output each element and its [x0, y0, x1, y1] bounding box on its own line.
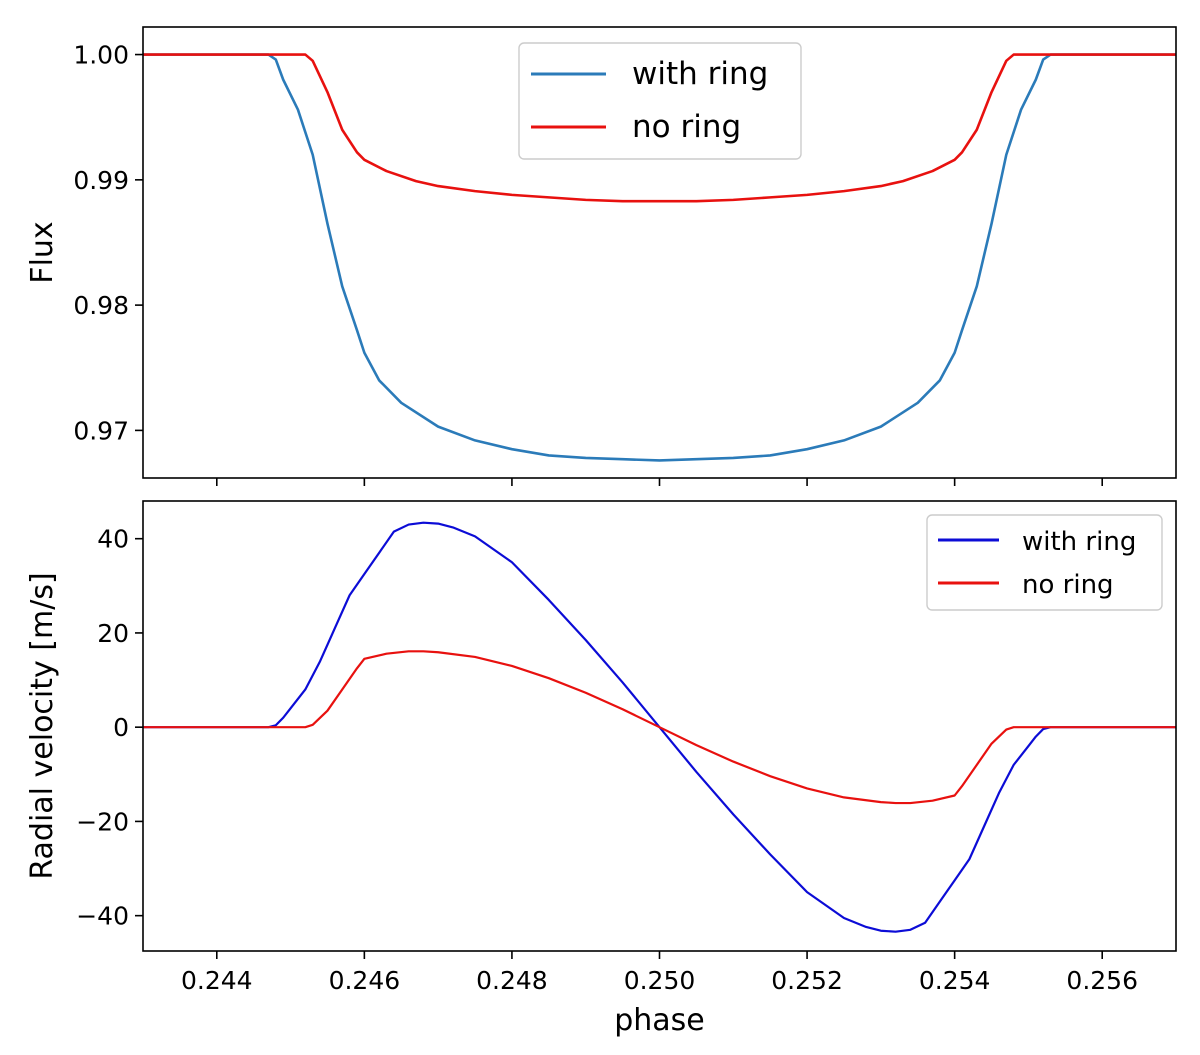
- series-group: [143, 521, 1176, 933]
- radial-velocity-panel: 0.244 0.246 0.248 0.250 0.252 0.254 0.256 −40 −2…: [25, 500, 1177, 1038]
- y-tick-label: 0.97: [73, 416, 129, 445]
- y-axis-label: Flux: [25, 221, 60, 283]
- series-line-with-ring: [143, 53, 1176, 462]
- y-tick-label: 0.99: [73, 166, 129, 195]
- x-tick-label: 0.246: [329, 966, 401, 995]
- y-tick-label: 0.98: [73, 291, 129, 320]
- legend-label: no ring: [1022, 570, 1114, 600]
- y-tick-label: 1.00: [73, 41, 129, 70]
- series-line-no-ring: [143, 650, 1176, 805]
- legend: with ring no ring: [926, 514, 1163, 611]
- y-tick-label: 20: [97, 619, 129, 648]
- y-tick-label: 40: [97, 525, 129, 554]
- flux-panel: 0.97 0.98 0.99 1.00 Flux with ring no ring: [25, 26, 1177, 486]
- y-tick-label: −20: [76, 807, 129, 836]
- x-tick-label: 0.254: [919, 966, 991, 995]
- x-tick-label: 0.248: [476, 966, 548, 995]
- legend-label: with ring: [632, 56, 768, 92]
- legend-box: [518, 42, 802, 160]
- y-axis-label: Radial velocity [m/s]: [25, 572, 60, 879]
- legend-label: no ring: [632, 109, 741, 145]
- x-tick-label: 0.252: [771, 966, 843, 995]
- series-group: [143, 53, 1176, 462]
- x-tick-label: 0.250: [624, 966, 696, 995]
- y-tick-label: −40: [76, 902, 129, 931]
- series-line-no-ring: [143, 53, 1176, 203]
- y-tick-label: 0: [113, 713, 129, 742]
- x-tick-label: 0.244: [181, 966, 253, 995]
- x-axis-label: phase: [614, 1003, 705, 1038]
- x-tick-label: 0.256: [1066, 966, 1138, 995]
- legend-label: with ring: [1022, 527, 1136, 557]
- legend: with ring no ring: [518, 42, 802, 160]
